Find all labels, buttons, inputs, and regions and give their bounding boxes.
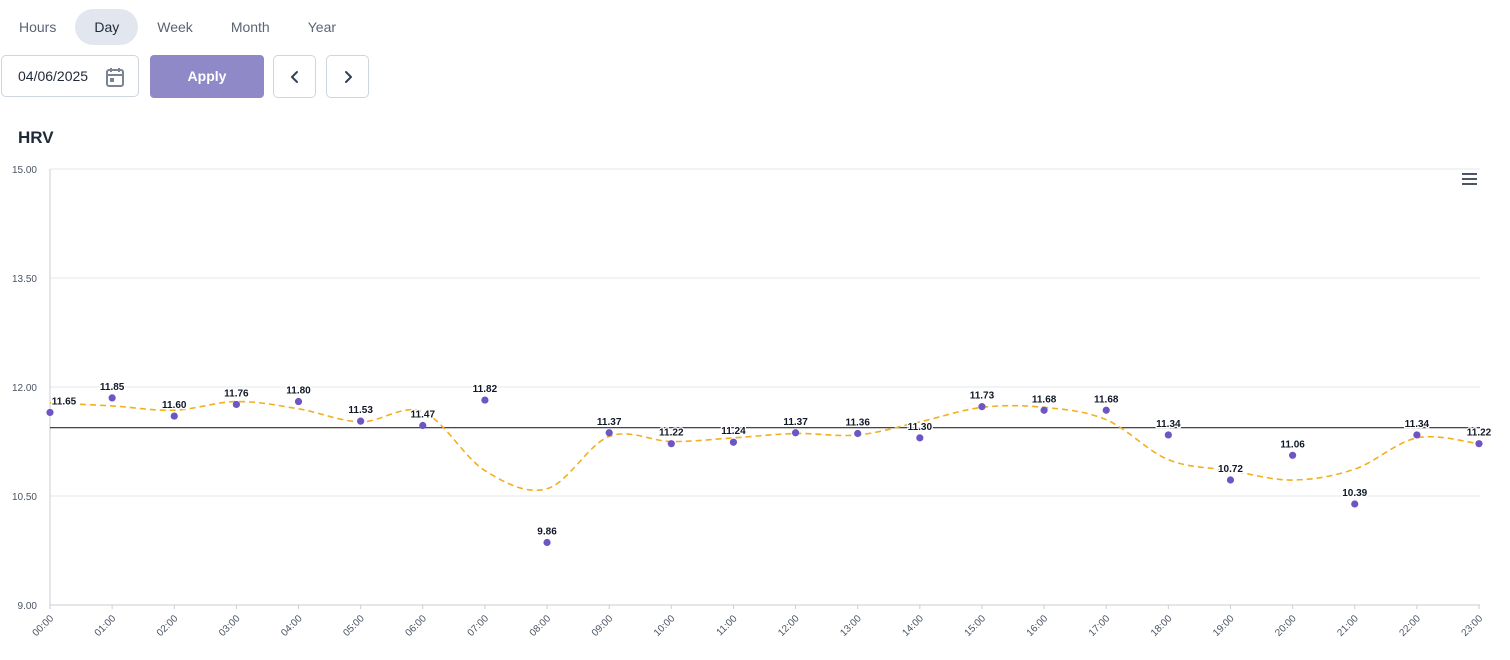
date-field[interactable]: 04/06/2025	[1, 55, 139, 97]
date-input-value[interactable]: 04/06/2025	[18, 68, 89, 84]
chart-menu-icon[interactable]	[1462, 173, 1478, 187]
x-tick-label: 19:00	[1211, 613, 1237, 639]
x-tick-label: 17:00	[1087, 613, 1113, 639]
data-label: 11.37	[783, 417, 808, 428]
chevron-right-icon	[345, 71, 352, 83]
data-label: 11.34	[1405, 419, 1430, 430]
data-point	[1040, 406, 1048, 414]
x-tick-label: 09:00	[590, 613, 616, 639]
x-tick-label: 02:00	[155, 613, 181, 639]
data-label: 11.68	[1094, 394, 1119, 405]
tab-year[interactable]: Year	[307, 19, 337, 35]
data-point	[667, 440, 675, 448]
data-label: 11.24	[721, 426, 746, 437]
tab-day[interactable]: Day	[75, 9, 139, 45]
data-label: 11.36	[845, 418, 870, 429]
data-point	[419, 421, 427, 430]
tab-hours[interactable]: Hours	[19, 19, 57, 35]
chart-title: HRV	[18, 128, 54, 147]
data-point	[791, 429, 800, 437]
data-point	[543, 538, 551, 547]
data-point	[1164, 431, 1172, 439]
y-tick-label: 9.00	[18, 601, 38, 612]
data-point	[916, 434, 924, 442]
data-point	[170, 412, 178, 420]
data-point	[1351, 500, 1359, 508]
x-tick-label: 18:00	[1149, 613, 1175, 639]
x-tick-label: 06:00	[403, 613, 429, 639]
data-point	[294, 397, 303, 406]
data-point	[1413, 431, 1421, 439]
data-point	[46, 408, 54, 417]
data-point	[978, 403, 986, 411]
data-point	[108, 394, 116, 402]
period-tabs: Hours Day Week Month Year	[0, 8, 355, 46]
x-tick-label: 22:00	[1398, 613, 1424, 639]
data-point	[1102, 406, 1110, 414]
y-tick-label: 10.50	[12, 492, 37, 503]
data-label: 11.68	[1032, 394, 1057, 405]
data-label: 9.86	[537, 527, 557, 538]
data-label: 10.72	[1218, 464, 1243, 475]
x-tick-label: 15:00	[963, 613, 989, 639]
data-label: 11.82	[473, 384, 498, 395]
x-tick-label: 13:00	[838, 613, 864, 639]
x-tick-label: 10:00	[652, 613, 678, 639]
next-button[interactable]	[326, 55, 369, 98]
apply-button[interactable]: Apply	[150, 55, 264, 98]
data-label: 11.80	[286, 386, 311, 397]
data-label: 11.73	[970, 391, 995, 402]
x-tick-label: 00:00	[31, 613, 57, 639]
data-label: 11.34	[1156, 419, 1181, 430]
hrv-chart: 9.00 10.50 12.00 13.50 15.00 00:00 01:00 02:00 0…	[12, 165, 1493, 639]
data-label: 11.60	[162, 400, 187, 411]
data-label: 10.39	[1342, 488, 1367, 499]
data-point	[729, 438, 738, 446]
x-tick-label: 04:00	[279, 613, 305, 639]
data-label: 11.53	[348, 405, 373, 416]
data-label: 11.22	[659, 428, 684, 439]
previous-button[interactable]	[273, 55, 316, 98]
x-tick-label: 01:00	[93, 613, 119, 639]
data-point	[357, 417, 365, 425]
data-point	[481, 396, 489, 404]
y-tick-label: 15.00	[12, 165, 37, 176]
x-tick-label: 12:00	[776, 613, 802, 639]
x-tick-label: 16:00	[1025, 613, 1051, 639]
trend-line	[49, 400, 1480, 492]
data-point	[605, 429, 613, 437]
x-tick-label: 05:00	[341, 613, 367, 639]
data-point	[1289, 451, 1297, 459]
data-label: 11.37	[597, 417, 622, 428]
tab-month[interactable]: Month	[230, 19, 270, 35]
x-tick-label: 23:00	[1460, 613, 1486, 639]
x-tick-label: 07:00	[466, 613, 492, 639]
data-label: 11.47	[411, 410, 436, 421]
x-tick-label: 03:00	[217, 613, 243, 639]
y-tick-label: 12.00	[12, 383, 37, 394]
data-point	[854, 429, 862, 438]
data-label: 11.85	[100, 382, 125, 393]
data-label: 11.76	[224, 388, 249, 399]
chevron-left-icon	[291, 71, 298, 83]
x-tick-label: 11:00	[715, 613, 740, 638]
data-label: 11.30	[908, 422, 933, 433]
x-tick-label: 21:00	[1335, 613, 1361, 639]
data-label: 11.65	[52, 396, 77, 407]
data-point	[232, 400, 240, 409]
x-tick-label: 14:00	[900, 613, 926, 639]
calendar-icon[interactable]	[106, 67, 124, 87]
data-point	[1226, 476, 1235, 484]
tab-week[interactable]: Week	[157, 19, 193, 35]
y-tick-label: 13.50	[12, 274, 37, 285]
data-point	[1475, 440, 1483, 448]
data-label: 11.06	[1280, 439, 1305, 450]
data-label: 11.22	[1467, 428, 1492, 439]
x-tick-label: 08:00	[528, 613, 554, 639]
x-tick-label: 20:00	[1273, 613, 1299, 639]
